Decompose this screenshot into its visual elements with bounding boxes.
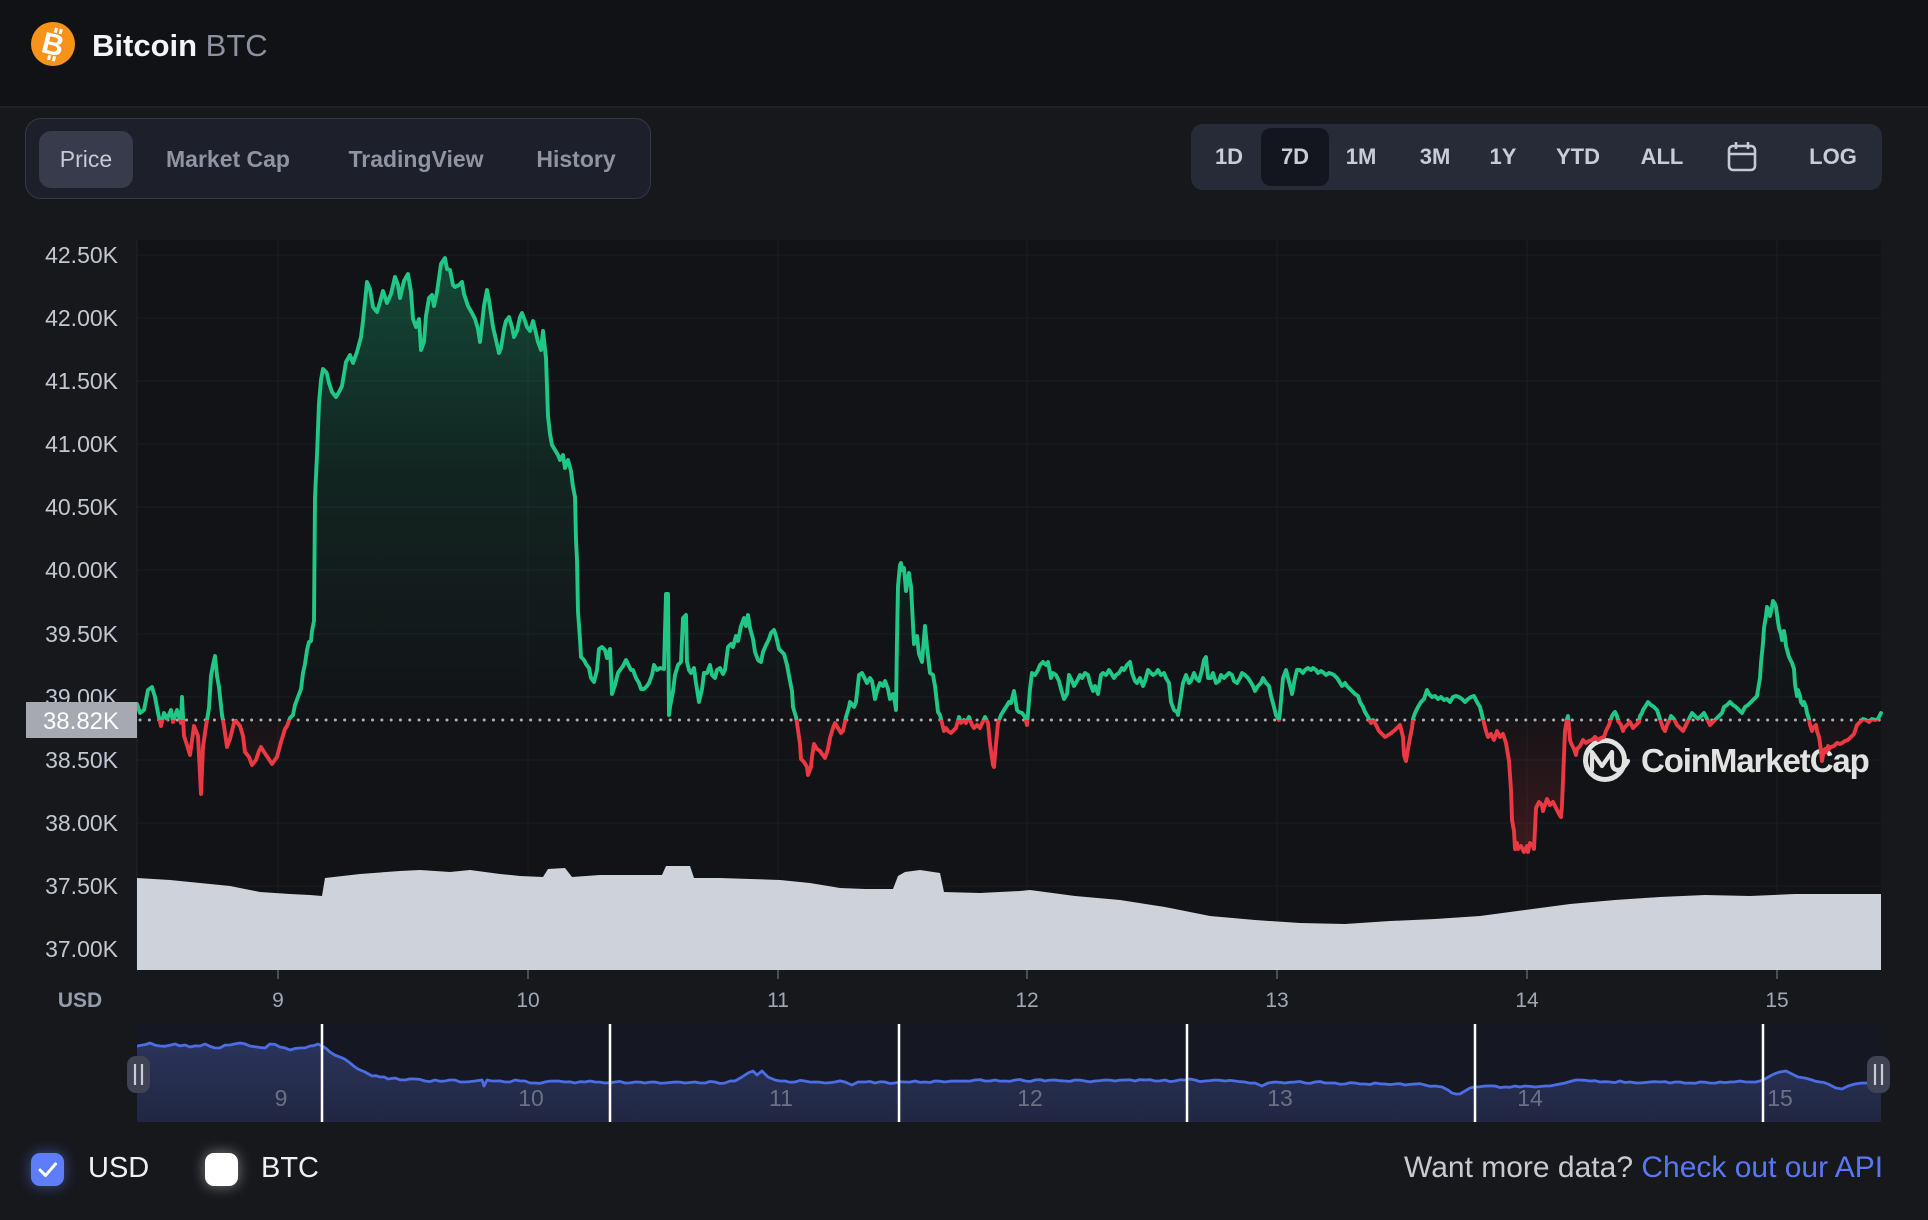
svg-text:40.00K: 40.00K — [45, 557, 119, 583]
svg-text:42.00K: 42.00K — [45, 305, 119, 331]
svg-text:9: 9 — [275, 1085, 288, 1111]
svg-text:15: 15 — [1767, 1085, 1793, 1111]
svg-text:14: 14 — [1515, 989, 1539, 1012]
svg-text:11: 11 — [767, 989, 789, 1012]
svg-text:40.50K: 40.50K — [45, 494, 119, 520]
svg-text:11: 11 — [769, 1085, 793, 1111]
svg-text:39.50K: 39.50K — [45, 621, 119, 647]
svg-text:37.50K: 37.50K — [45, 873, 119, 899]
svg-text:41.00K: 41.00K — [45, 431, 119, 457]
svg-text:12: 12 — [1015, 989, 1038, 1012]
svg-text:10: 10 — [518, 1085, 544, 1111]
svg-text:USD: USD — [58, 989, 102, 1012]
svg-text:14: 14 — [1517, 1085, 1543, 1111]
svg-text:15: 15 — [1765, 989, 1788, 1012]
svg-text:38.00K: 38.00K — [45, 810, 119, 836]
svg-text:38.50K: 38.50K — [45, 747, 119, 773]
svg-text:13: 13 — [1267, 1085, 1293, 1111]
svg-text:9: 9 — [272, 989, 284, 1012]
svg-text:42.50K: 42.50K — [45, 242, 119, 268]
svg-text:10: 10 — [516, 989, 539, 1012]
svg-text:12: 12 — [1017, 1085, 1043, 1111]
svg-text:38.82K: 38.82K — [43, 708, 119, 735]
svg-text:13: 13 — [1265, 989, 1288, 1012]
svg-text:37.00K: 37.00K — [45, 936, 119, 962]
svg-text:41.50K: 41.50K — [45, 368, 119, 394]
